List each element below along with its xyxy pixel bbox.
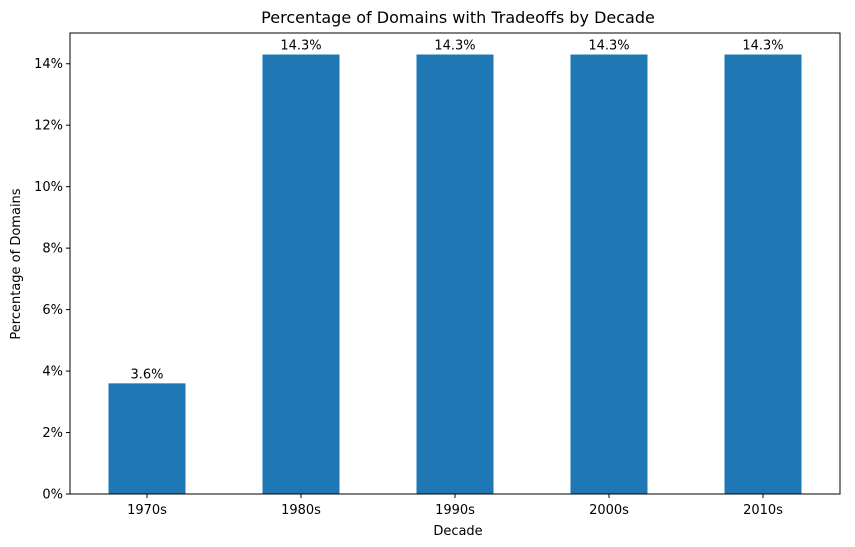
bar-value-label: 14.3% [280,39,321,54]
x-tick-label: 2000s [589,503,629,518]
y-tick-label: 10% [34,180,63,195]
bar [724,54,802,494]
bar [570,54,648,494]
x-axis-label: Decade [433,524,482,539]
y-tick-label: 14% [34,57,63,72]
bar-value-label: 14.3% [434,39,475,54]
y-tick-label: 0% [42,488,63,503]
x-tick-label: 2010s [743,503,783,518]
bar-value-label: 14.3% [588,39,629,54]
y-tick-label: 6% [42,303,63,318]
bar-value-label: 3.6% [130,367,163,382]
bar-value-label: 14.3% [742,39,783,54]
y-tick-label: 8% [42,242,63,257]
y-tick-label: 12% [34,119,63,134]
y-tick-label: 4% [42,365,63,380]
bar [262,54,340,494]
x-tick-label: 1980s [281,503,321,518]
bar [416,54,494,494]
chart-title: Percentage of Domains with Tradeoffs by … [261,8,655,27]
x-tick-label: 1990s [435,503,475,518]
y-tick-label: 2% [42,426,63,441]
bar [108,383,186,494]
plot-frame [69,32,841,495]
plot-area: 3.6% 1970s 14.3% 1980s 14.3% 1990s 14.3% 2000s 1… [34,32,841,518]
y-axis-label: Percentage of Domains [9,188,24,339]
x-tick-label: 1970s [127,503,167,518]
